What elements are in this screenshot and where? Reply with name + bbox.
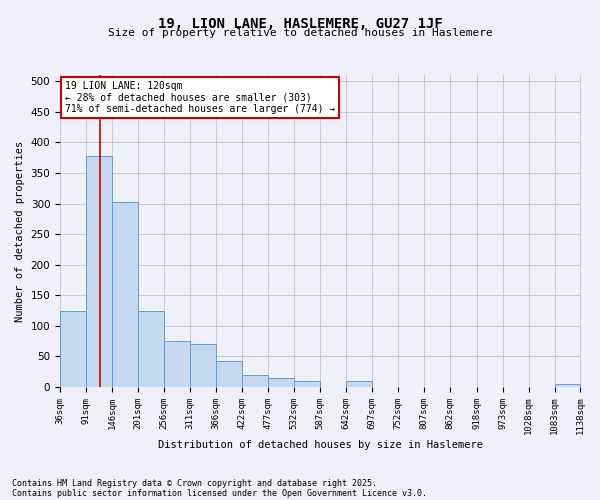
Text: Contains public sector information licensed under the Open Government Licence v3: Contains public sector information licen… (12, 488, 427, 498)
Bar (164, 341, 190, 387)
Bar (60, 310, 86, 387)
Text: Size of property relative to detached houses in Haslemere: Size of property relative to detached ho… (107, 28, 493, 38)
Bar (216, 362, 242, 387)
Text: Contains HM Land Registry data © Crown copyright and database right 2025.: Contains HM Land Registry data © Crown c… (12, 478, 377, 488)
Bar (554, 384, 580, 387)
Text: 19, LION LANE, HASLEMERE, GU27 1JF: 19, LION LANE, HASLEMERE, GU27 1JF (158, 18, 442, 32)
Bar (190, 344, 216, 387)
Bar (294, 381, 320, 387)
Bar (242, 375, 268, 387)
X-axis label: Distribution of detached houses by size in Haslemere: Distribution of detached houses by size … (158, 440, 483, 450)
Bar (86, 156, 112, 387)
Bar (268, 378, 294, 387)
Y-axis label: Number of detached properties: Number of detached properties (15, 140, 25, 322)
Text: 19 LION LANE: 120sqm
← 28% of detached houses are smaller (303)
71% of semi-deta: 19 LION LANE: 120sqm ← 28% of detached h… (65, 81, 335, 114)
Bar (138, 310, 164, 387)
Bar (112, 202, 138, 387)
Bar (346, 381, 372, 387)
